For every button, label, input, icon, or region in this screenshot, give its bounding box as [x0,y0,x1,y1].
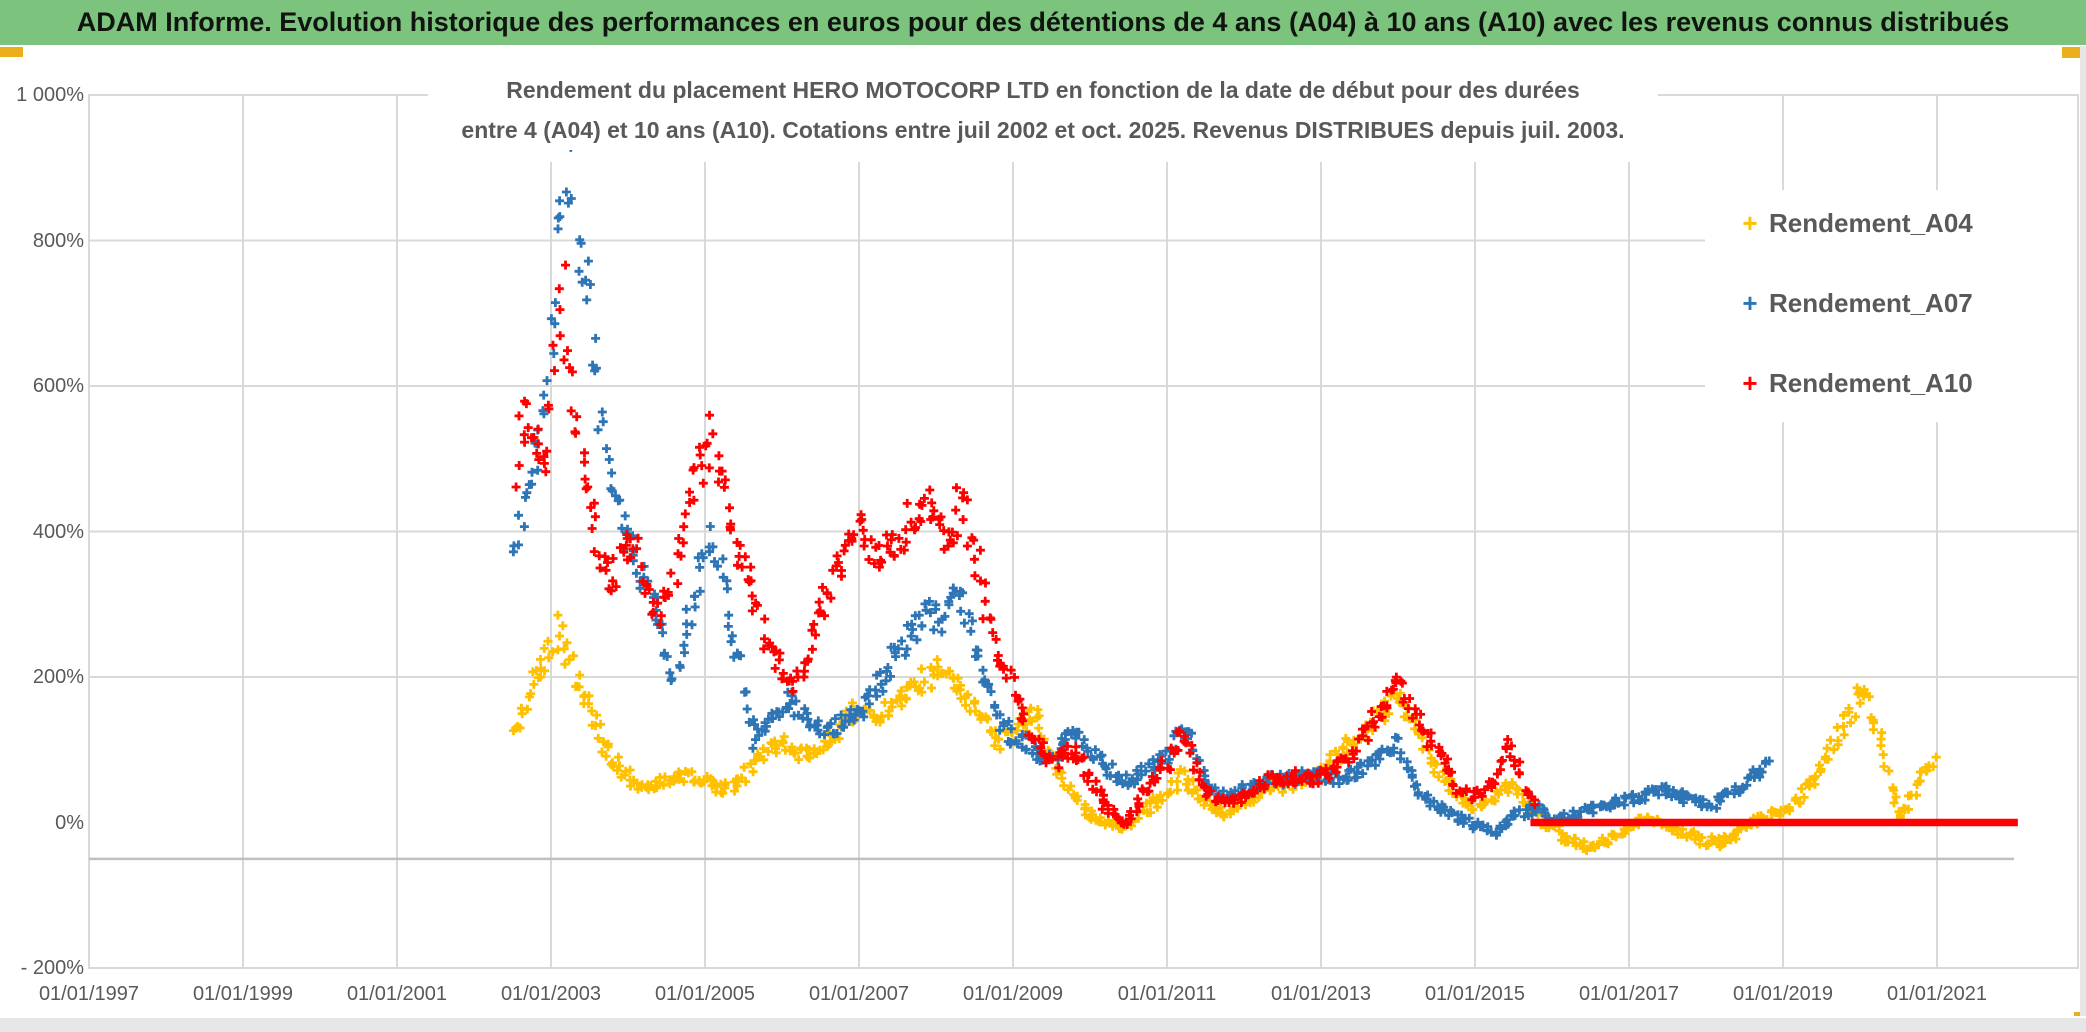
right-edge-strip [2080,46,2086,1032]
x-axis-label: 01/01/2019 [1732,983,1834,1005]
corner-deco-top-right [2062,47,2086,58]
chart-title-line2: entre 4 (A04) et 10 ans (A10). Cotations… [461,117,1625,143]
chart-legend: + Rendement_A04 + Rendement_A07 + Rendem… [1705,190,2077,422]
legend-item-rendement-a10: + Rendement_A10 [1735,361,1973,405]
series-Rendement_A04 [509,610,1941,856]
series-Rendement_A07 [508,127,1774,840]
x-axis-label: 01/01/1999 [192,983,294,1005]
report-header: ADAM Informe. Evolution historique des p… [0,0,2086,45]
legend-item-rendement-a04: + Rendement_A04 [1735,201,1973,245]
x-axis-label: 01/01/2001 [346,983,448,1005]
x-axis-label: 01/01/2013 [1270,983,1372,1005]
chart-title-line1: Rendement du placement HERO MOTOCORP LTD… [506,77,1580,103]
plus-marker-icon: + [1742,368,1758,398]
y-axis-label: 0% [55,811,84,834]
x-axis-label: 01/01/2003 [500,983,602,1005]
x-axis-label: 01/01/1997 [38,983,140,1005]
series-Rendement_A10 [511,260,1540,829]
legend-label: Rendement_A07 [1769,287,1973,318]
report-header-title: ADAM Informe. Evolution historique des p… [76,7,2010,37]
y-axis-label: 400% [32,520,84,543]
legend-label: Rendement_A04 [1769,207,1973,238]
y-axis-label: - 200% [20,957,84,979]
y-axis-label: 1 000% [16,84,84,106]
x-axis-label: 01/01/2017 [1578,983,1680,1005]
x-axis-label: 01/01/2021 [1886,983,1988,1005]
x-axis-label: 01/01/2007 [808,983,910,1005]
x-axis-label: 01/01/2009 [962,983,1064,1005]
x-axis-label: 01/01/2015 [1424,983,1526,1005]
plus-marker-icon: + [1742,288,1758,318]
x-axis-label: 01/01/2011 [1117,983,1217,1005]
legend-label: Rendement_A10 [1769,367,1973,398]
legend-item-rendement-a07: + Rendement_A07 [1735,281,1973,325]
y-axis-label: 800% [32,229,84,252]
plus-marker-icon: + [1742,208,1758,238]
x-axis-label: 01/01/2005 [654,983,756,1005]
corner-deco-top-left [0,47,23,57]
bottom-window-strip [0,1016,2086,1032]
y-axis-label: 600% [32,375,84,397]
chart-title: Rendement du placement HERO MOTOCORP LTD… [428,70,1658,150]
y-axis-label: 200% [32,666,84,688]
